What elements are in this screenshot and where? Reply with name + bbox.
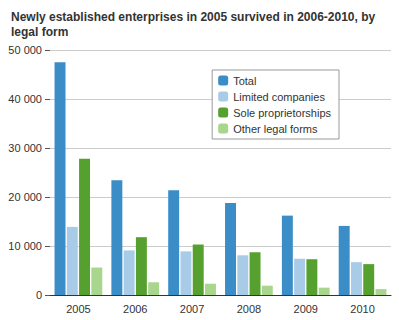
svg-text:Newly established enterprises: Newly established enterprises in 2005 su… <box>11 10 379 24</box>
svg-text:Other legal forms: Other legal forms <box>233 123 318 135</box>
svg-text:20 000: 20 000 <box>8 191 42 203</box>
svg-text:Limited companies: Limited companies <box>233 91 325 103</box>
svg-text:2008: 2008 <box>237 303 261 315</box>
svg-text:2005: 2005 <box>66 303 90 315</box>
svg-text:Total: Total <box>233 75 256 87</box>
svg-text:2006: 2006 <box>123 303 147 315</box>
svg-text:30 000: 30 000 <box>8 142 42 154</box>
svg-text:40 000: 40 000 <box>8 93 42 105</box>
svg-text:Sole proprietorships: Sole proprietorships <box>233 107 331 119</box>
svg-text:0: 0 <box>36 289 42 301</box>
svg-text:10 000: 10 000 <box>8 240 42 252</box>
svg-text:2010: 2010 <box>350 303 374 315</box>
svg-text:50 000: 50 000 <box>8 44 42 56</box>
svg-text:legal form: legal form <box>11 25 68 39</box>
svg-text:2007: 2007 <box>180 303 204 315</box>
svg-text:2009: 2009 <box>294 303 318 315</box>
